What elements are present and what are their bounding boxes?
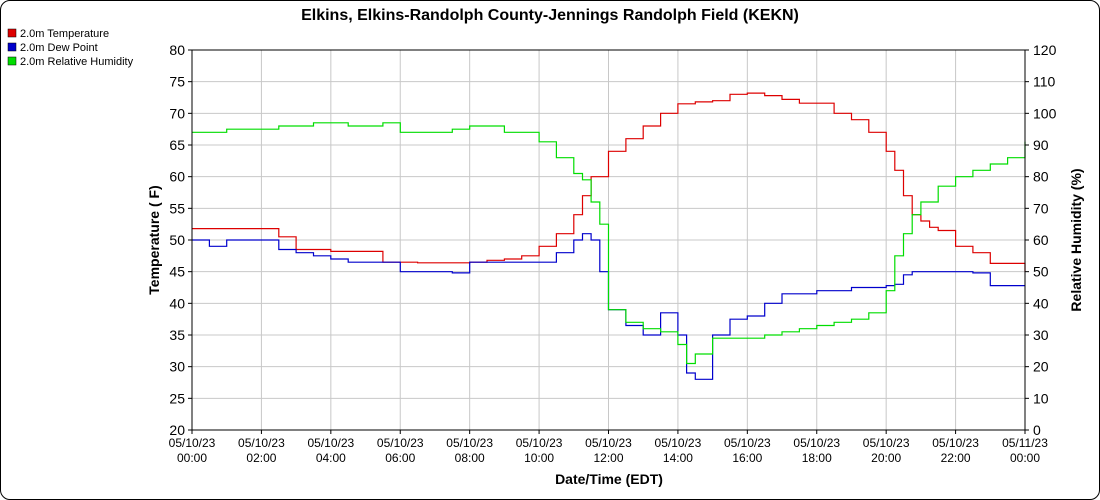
x-tick-label-date: 05/10/23 [932, 436, 979, 450]
x-tick-label-time: 06:00 [385, 451, 415, 465]
y-right-tick-label: 10 [1033, 390, 1049, 406]
y-right-tick-label: 100 [1033, 105, 1057, 121]
y-right-tick-label: 30 [1033, 327, 1049, 343]
x-tick-label-date: 05/10/23 [516, 436, 563, 450]
x-tick-label-time: 20:00 [871, 451, 901, 465]
series-line-3 [192, 122, 1026, 365]
y-left-tick-label: 45 [169, 264, 185, 280]
x-tick-label-time: 00:00 [177, 451, 207, 465]
y-axis-right: 0 10 20 30 40 50 60 70 80 90 100 110 120 [1025, 42, 1057, 438]
x-tick-label-time: 00:00 [1010, 451, 1040, 465]
series-layer [192, 92, 1026, 380]
chart-title: Elkins, Elkins-Randolph County-Jennings … [301, 7, 799, 24]
y-left-tick-label: 40 [169, 295, 185, 311]
y-right-tick-label: 20 [1033, 359, 1049, 375]
y-left-tick-label: 75 [169, 74, 185, 90]
y-left-tick-label: 80 [169, 42, 185, 58]
legend-label: 2.0m Temperature [20, 28, 109, 40]
x-tick-label-date: 05/10/23 [377, 436, 424, 450]
y-left-tick-label: 65 [169, 137, 185, 153]
series-line-2 [192, 233, 1025, 380]
y-left-tick-label: 25 [169, 390, 185, 406]
x-tick-label-time: 10:00 [524, 451, 554, 465]
y-right-tick-label: 0 [1033, 422, 1041, 438]
x-tick-label-date: 05/10/23 [238, 436, 285, 450]
x-tick-label-time: 04:00 [316, 451, 346, 465]
y-right-tick-label: 110 [1033, 74, 1056, 90]
x-tick-label-time: 18:00 [802, 451, 832, 465]
legend-swatch [7, 28, 17, 38]
y-axis-right-title: Relative Humidity (%) [1068, 168, 1084, 311]
x-tick-label-time: 22:00 [941, 451, 971, 465]
x-tick-label-time: 12:00 [593, 451, 623, 465]
x-tick-label-time: 02:00 [246, 451, 276, 465]
x-tick-label-date: 05/11/23 [1002, 436, 1048, 450]
x-tick-label-time: 14:00 [663, 451, 693, 465]
legend-swatch [7, 56, 17, 66]
x-tick-label-date: 05/10/23 [446, 436, 493, 450]
legend-swatch [7, 42, 17, 52]
x-axis-title: Date/Time (EDT) [555, 471, 663, 487]
legend-label: 2.0m Dew Point [20, 42, 98, 54]
legend: 2.0m Temperature 2.0m Dew Point 2.0m Relat… [7, 28, 134, 68]
x-tick-label-date: 05/10/23 [307, 436, 354, 450]
x-tick-label-date: 05/10/23 [655, 436, 702, 450]
legend-label: 2.0m Relative Humidity [20, 56, 134, 68]
x-tick-label-time: 16:00 [732, 451, 762, 465]
x-tick-label-date: 05/10/23 [585, 436, 632, 450]
y-left-tick-label: 70 [169, 105, 185, 121]
y-right-tick-label: 90 [1033, 137, 1049, 153]
y-right-tick-label: 70 [1033, 200, 1049, 216]
x-tick-label-date: 05/10/23 [169, 436, 216, 450]
y-left-tick-label: 20 [169, 422, 185, 438]
x-tick-label-date: 05/10/23 [724, 436, 771, 450]
x-tick-label-date: 05/10/23 [793, 436, 840, 450]
y-left-tick-label: 60 [169, 169, 185, 185]
y-right-tick-label: 60 [1033, 232, 1049, 248]
y-axis-left-title: Temperature ( F) [146, 185, 162, 294]
y-right-tick-label: 80 [1033, 169, 1049, 185]
y-left-tick-label: 30 [169, 359, 185, 375]
x-tick-label-date: 05/10/23 [863, 436, 910, 450]
y-left-tick-label: 50 [169, 232, 185, 248]
x-axis: 05/10/2300:0005/10/2302:0005/10/2304:000… [169, 430, 1048, 465]
x-tick-label-time: 08:00 [455, 451, 485, 465]
y-right-tick-label: 120 [1033, 42, 1057, 58]
y-axis-left: 20 25 30 35 40 45 50 55 60 65 70 75 80 [169, 42, 192, 438]
y-right-tick-label: 50 [1033, 264, 1049, 280]
y-right-tick-label: 40 [1033, 295, 1049, 311]
y-left-tick-label: 35 [169, 327, 185, 343]
y-left-tick-label: 55 [169, 200, 185, 216]
